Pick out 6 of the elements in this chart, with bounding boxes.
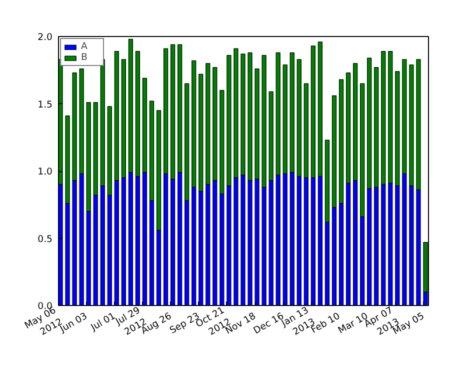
y-tick-label: 1.5 — [38, 99, 53, 110]
y-tick-label: 2.0 — [38, 32, 53, 43]
y-tick-label: 0.5 — [38, 234, 53, 245]
legend-label: A — [81, 41, 88, 52]
y-tick-label: 1.0 — [38, 166, 53, 178]
legend-label: B — [81, 52, 88, 63]
